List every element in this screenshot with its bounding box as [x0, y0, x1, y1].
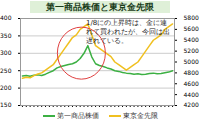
svg-text:300: 300	[0, 49, 12, 56]
svg-text:150: 150	[0, 101, 12, 108]
svg-text:4800: 4800	[184, 69, 199, 76]
svg-text:5400: 5400	[184, 36, 199, 43]
svg-text:200: 200	[0, 84, 12, 91]
svg-text:4400: 4400	[184, 91, 199, 98]
svg-text:350: 350	[0, 32, 12, 39]
html-text:東京金先限: 東京金先限	[122, 112, 158, 120]
svg-text:5600: 5600	[184, 25, 199, 32]
html-text:1/8にの上昇時は、金に連れて買われたが、今回は出遅れている: 1/8にの上昇時は、金に連れて買われたが、今回は出遅れている。	[86, 19, 170, 45]
svg-text:4600: 4600	[184, 80, 199, 87]
svg-text:5800: 5800	[184, 14, 199, 21]
svg-text:5200: 5200	[184, 47, 199, 54]
html-text:第一商品株価と東京金先限: 第一商品株価と東京金先限	[46, 2, 154, 12]
svg-text:400: 400	[0, 14, 12, 21]
svg-text:4200: 4200	[184, 101, 199, 108]
svg-text:5000: 5000	[184, 58, 199, 65]
svg-text:250: 250	[0, 67, 12, 74]
html-text:第一商品株価: 第一商品株価	[56, 112, 99, 120]
